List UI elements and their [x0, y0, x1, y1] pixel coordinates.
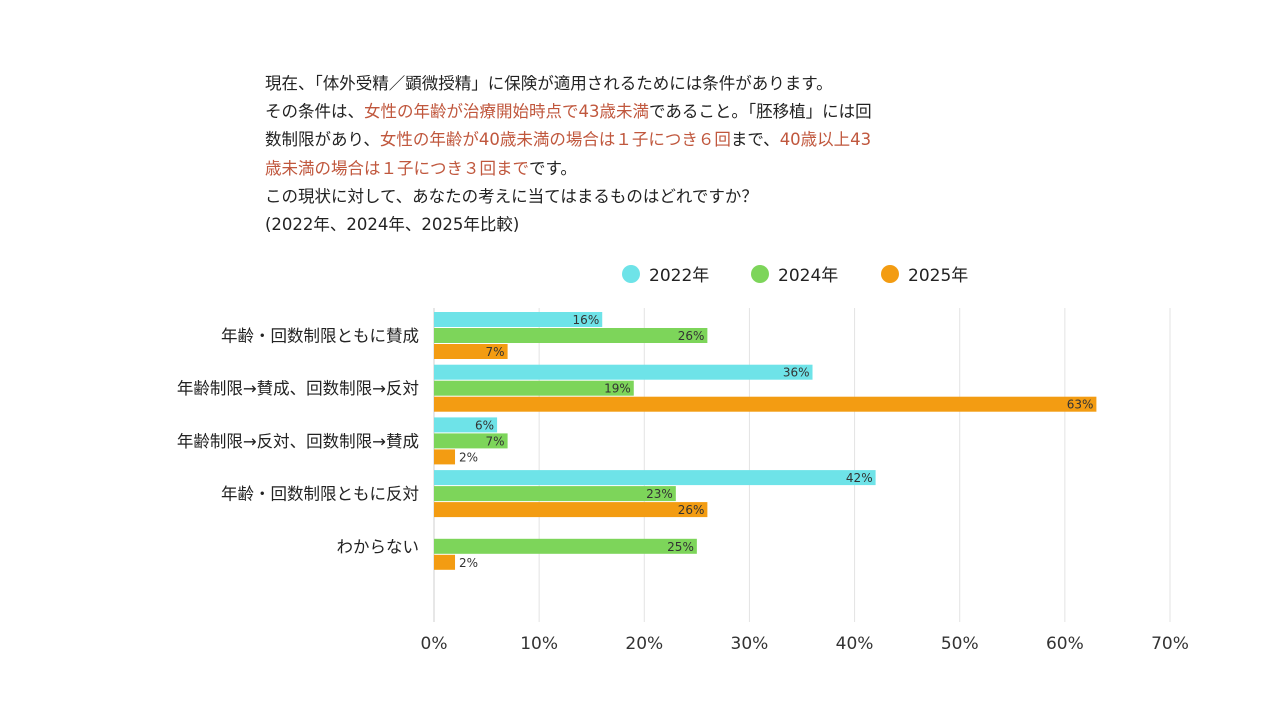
question-segment: まで、 [730, 130, 780, 150]
bar-2025年 [434, 554, 456, 570]
bar-2024年 [434, 328, 708, 343]
bar-2025年 [434, 502, 708, 518]
category-label: 年齢制限→賛成、回数制限→反対 [177, 379, 419, 398]
bar-2024年 [434, 486, 676, 502]
data-label: 16% [573, 313, 600, 327]
data-label: 19% [604, 382, 631, 396]
data-label: 25% [667, 540, 694, 554]
question-segment: その条件は、 [265, 102, 364, 122]
question-line: この現状に対して、あなたの考えに当てはまるものはどれですか？ [265, 183, 1045, 211]
x-tick-label: 60% [1046, 634, 1084, 654]
bar-2025年 [434, 344, 508, 359]
data-label: 42% [846, 471, 873, 485]
bar-2022年 [434, 417, 498, 433]
question-text: 現在、「体外受精／顕微授精」に保険が適用されるためには条件があります。 その条件は… [265, 70, 1045, 239]
bar-2024年 [434, 380, 634, 396]
highlighted-text: 女性の年齢が治療開始時点で43歳未満 [364, 102, 649, 122]
data-label: 7% [486, 345, 505, 359]
question-line: 数制限があり、女性の年齢が40歳未満の場合は１子につき６回まで、40歳以上43 [265, 126, 1045, 154]
legend-marker-2 [881, 265, 899, 283]
category-label: 年齢制限→反対、回数制限→賛成 [177, 432, 419, 451]
question-segment: この現状に対して、あなたの考えに当てはまるものはどれですか？ [265, 186, 758, 206]
question-line: 現在、「体外受精／顕微授精」に保険が適用されるためには条件があります。 [265, 70, 1045, 98]
x-tick-label: 30% [731, 634, 769, 654]
highlighted-text: 歳未満の場合は１子につき３回まで [265, 158, 529, 178]
category-label: 年齢・回数制限ともに賛成 [221, 327, 419, 346]
bar-2025年 [434, 396, 1097, 412]
x-tick-label: 20% [625, 634, 663, 654]
legend-marker-0 [622, 265, 640, 283]
x-tick-label: 10% [520, 634, 558, 654]
bar-2024年 [434, 433, 508, 449]
bar-2022年 [434, 364, 813, 380]
question-line: 歳未満の場合は１子につき３回までです。 [265, 155, 1045, 183]
bar-2025年 [434, 449, 456, 465]
question-line: (2022年、2024年、2025年比較) [265, 211, 1045, 239]
x-tick-label: 50% [941, 634, 979, 654]
legend-label: 2025年 [908, 266, 968, 286]
question-segment: (2022年、2024年、2025年比較) [265, 215, 520, 235]
data-label: 63% [1067, 398, 1094, 412]
question-line: その条件は、女性の年齢が治療開始時点で43歳未満であること。「胚移植」には回 [265, 98, 1045, 126]
question-segment: です。 [529, 158, 577, 178]
highlighted-text: 40歳以上43 [779, 130, 872, 150]
data-label: 6% [475, 418, 494, 432]
data-label: 2% [459, 556, 478, 570]
category-label: わからない [337, 537, 420, 556]
data-label: 36% [783, 366, 810, 380]
highlighted-text: 女性の年齢が40歳未満の場合は１子につき６回 [379, 130, 731, 150]
legend-label: 2022年 [649, 266, 709, 286]
legend-label: 2024年 [778, 266, 838, 286]
bar-2022年 [434, 312, 603, 327]
bar-2024年 [434, 538, 697, 554]
data-label: 7% [486, 434, 505, 448]
data-label: 26% [678, 503, 705, 517]
bar-2022年 [434, 470, 876, 486]
question-segment: であること。「胚移植」には回 [649, 102, 872, 122]
x-tick-label: 0% [421, 634, 448, 654]
data-label: 2% [459, 450, 478, 464]
data-label: 26% [678, 329, 705, 343]
data-label: 23% [646, 487, 673, 501]
x-tick-label: 40% [836, 634, 874, 654]
legend-marker-1 [751, 265, 769, 283]
question-segment: 現在、「体外受精／顕微授精」に保険が適用されるためには条件があります。 [265, 74, 833, 93]
category-label: 年齢・回数制限ともに反対 [221, 485, 419, 504]
question-segment: 数制限があり、 [265, 130, 380, 150]
x-tick-label: 70% [1151, 634, 1189, 654]
